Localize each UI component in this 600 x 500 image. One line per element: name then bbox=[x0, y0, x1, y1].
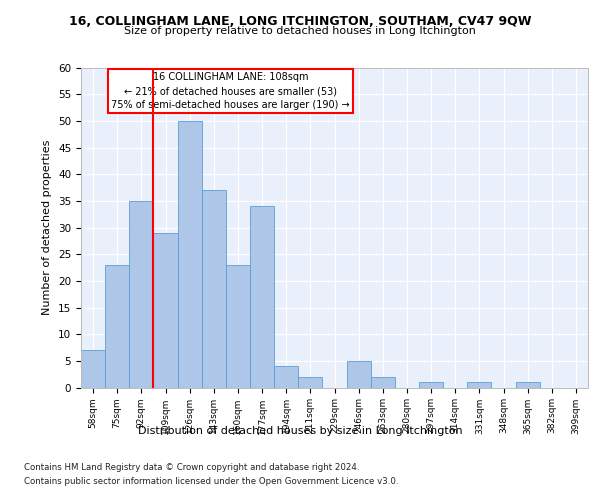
Bar bbox=[298, 377, 322, 388]
Bar bbox=[371, 377, 395, 388]
Bar bbox=[467, 382, 491, 388]
Text: Contains HM Land Registry data © Crown copyright and database right 2024.: Contains HM Land Registry data © Crown c… bbox=[24, 464, 359, 472]
Y-axis label: Number of detached properties: Number of detached properties bbox=[43, 140, 52, 315]
Text: Contains public sector information licensed under the Open Government Licence v3: Contains public sector information licen… bbox=[24, 477, 398, 486]
Bar bbox=[250, 206, 274, 388]
Bar bbox=[226, 265, 250, 388]
Bar bbox=[202, 190, 226, 388]
Text: 16 COLLINGHAM LANE: 108sqm
← 21% of detached houses are smaller (53)
75% of semi: 16 COLLINGHAM LANE: 108sqm ← 21% of deta… bbox=[111, 72, 350, 110]
Bar bbox=[274, 366, 298, 388]
Text: 16, COLLINGHAM LANE, LONG ITCHINGTON, SOUTHAM, CV47 9QW: 16, COLLINGHAM LANE, LONG ITCHINGTON, SO… bbox=[69, 15, 531, 28]
Bar bbox=[81, 350, 105, 388]
Bar bbox=[154, 233, 178, 388]
Bar bbox=[419, 382, 443, 388]
Text: Size of property relative to detached houses in Long Itchington: Size of property relative to detached ho… bbox=[124, 26, 476, 36]
Bar bbox=[347, 361, 371, 388]
Bar bbox=[515, 382, 540, 388]
Bar bbox=[178, 121, 202, 388]
Bar bbox=[129, 201, 154, 388]
Text: Distribution of detached houses by size in Long Itchington: Distribution of detached houses by size … bbox=[137, 426, 463, 436]
Bar bbox=[105, 265, 129, 388]
